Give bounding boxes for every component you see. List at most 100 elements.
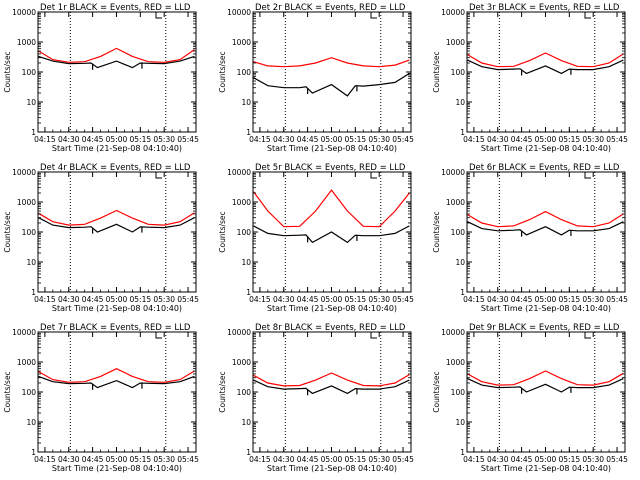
y-tick-label: 10000 bbox=[227, 328, 251, 337]
y-tick-label: 10 bbox=[241, 258, 251, 267]
x-tick-label: 05:30 bbox=[153, 295, 175, 304]
panel-title: Det 6r BLACK = Events, RED = LLD bbox=[469, 163, 620, 173]
y-tick-label: 10000 bbox=[12, 168, 36, 177]
corner-marker bbox=[370, 12, 377, 19]
x-tick-label: 04:15 bbox=[463, 295, 485, 304]
x-tick-label: 05:30 bbox=[368, 455, 390, 464]
y-tick-label: 100 bbox=[22, 68, 37, 77]
series-red-line bbox=[467, 210, 624, 228]
x-tick-label: 04:15 bbox=[463, 455, 485, 464]
x-tick-label: 05:15 bbox=[345, 455, 367, 464]
x-tick-label: 05:00 bbox=[535, 295, 557, 304]
y-tick-label: 10 bbox=[26, 418, 36, 427]
corner-marker bbox=[584, 332, 591, 339]
series-black-line bbox=[467, 59, 624, 75]
y-tick-label: 1 bbox=[31, 128, 36, 137]
y-tick-label: 100 bbox=[237, 388, 252, 397]
y-axis-label: Counts/sec bbox=[3, 51, 12, 92]
plot-frame bbox=[252, 11, 412, 133]
plot-frame bbox=[466, 331, 626, 453]
series-black-line bbox=[38, 217, 195, 233]
panel-det-2: Det 2r BLACK = Events, RED = LLD 1 10 100 10… bbox=[218, 3, 414, 153]
y-tick-label: 1 bbox=[460, 288, 465, 297]
y-tick-label: 1000 bbox=[17, 358, 36, 367]
x-tick-label: 05:15 bbox=[345, 295, 367, 304]
x-tick-label: 05:45 bbox=[606, 135, 628, 144]
y-tick-label: 100 bbox=[22, 388, 37, 397]
x-tick-label: 04:30 bbox=[273, 295, 295, 304]
series-red-line bbox=[467, 52, 624, 68]
series-black-line bbox=[467, 378, 624, 393]
corner-marker bbox=[370, 332, 377, 339]
series-red-line bbox=[253, 57, 410, 68]
x-tick-label: 04:30 bbox=[487, 455, 509, 464]
x-axis-label: Start Time (21-Sep-08 04:10:40) bbox=[481, 144, 611, 153]
x-tick-label: 05:45 bbox=[392, 455, 414, 464]
series-red-line bbox=[467, 370, 624, 386]
y-axis-label: Counts/sec bbox=[218, 211, 227, 252]
panel-title: Det 1r BLACK = Events, RED = LLD bbox=[40, 3, 191, 13]
panel-det-5: Det 5r BLACK = Events, RED = LLD 1 10 100 10… bbox=[218, 163, 414, 313]
corner-marker bbox=[370, 172, 377, 179]
y-tick-label: 10000 bbox=[441, 328, 465, 337]
series-red-line bbox=[38, 47, 195, 63]
x-tick-label: 05:00 bbox=[106, 455, 128, 464]
y-axis-label: Counts/sec bbox=[3, 211, 12, 252]
x-axis-label: Start Time (21-Sep-08 04:10:40) bbox=[267, 144, 397, 153]
panel-det-1: Det 1r BLACK = Events, RED = LLD 1 10 100 10… bbox=[3, 3, 199, 153]
y-tick-label: 1000 bbox=[17, 38, 36, 47]
y-tick-label: 10000 bbox=[227, 8, 251, 17]
plot-frame bbox=[466, 11, 626, 133]
y-tick-label: 1000 bbox=[446, 198, 465, 207]
y-tick-label: 1 bbox=[246, 288, 251, 297]
series-red-line bbox=[38, 368, 195, 383]
y-tick-label: 100 bbox=[451, 68, 466, 77]
x-tick-label: 05:00 bbox=[535, 455, 557, 464]
x-tick-label: 04:15 bbox=[249, 455, 271, 464]
y-tick-label: 1 bbox=[246, 128, 251, 137]
x-tick-label: 04:15 bbox=[34, 135, 56, 144]
plot-frame bbox=[466, 171, 626, 293]
plot-frame bbox=[252, 331, 412, 453]
x-tick-label: 05:45 bbox=[177, 455, 199, 464]
x-tick-label: 05:15 bbox=[559, 295, 581, 304]
x-tick-label: 05:30 bbox=[153, 135, 175, 144]
x-tick-label: 05:15 bbox=[559, 455, 581, 464]
series-black-line bbox=[253, 379, 410, 395]
y-tick-label: 1000 bbox=[232, 198, 251, 207]
y-tick-label: 10 bbox=[455, 418, 465, 427]
x-tick-label: 04:45 bbox=[297, 135, 319, 144]
x-axis-label: Start Time (21-Sep-08 04:10:40) bbox=[52, 304, 182, 313]
x-tick-label: 04:45 bbox=[82, 455, 104, 464]
panel-title: Det 3r BLACK = Events, RED = LLD bbox=[469, 3, 620, 13]
series-black-line bbox=[467, 221, 624, 236]
x-tick-label: 05:00 bbox=[321, 455, 343, 464]
x-tick-label: 05:30 bbox=[368, 295, 390, 304]
x-axis-label: Start Time (21-Sep-08 04:10:40) bbox=[481, 464, 611, 473]
y-axis-label: Counts/sec bbox=[432, 51, 441, 92]
x-tick-label: 05:30 bbox=[153, 455, 175, 464]
x-tick-label: 04:30 bbox=[273, 135, 295, 144]
x-tick-label: 05:00 bbox=[321, 295, 343, 304]
y-tick-label: 10000 bbox=[227, 168, 251, 177]
panel-title: Det 9r BLACK = Events, RED = LLD bbox=[469, 323, 620, 333]
x-tick-label: 05:45 bbox=[177, 295, 199, 304]
y-tick-label: 1000 bbox=[446, 358, 465, 367]
y-tick-label: 1 bbox=[246, 448, 251, 457]
panel-det-7: Det 7r BLACK = Events, RED = LLD 1 10 100 10… bbox=[3, 323, 199, 473]
x-tick-label: 05:15 bbox=[345, 135, 367, 144]
x-tick-label: 04:45 bbox=[511, 135, 533, 144]
x-tick-label: 05:30 bbox=[368, 135, 390, 144]
x-tick-label: 04:15 bbox=[34, 295, 56, 304]
x-tick-label: 05:00 bbox=[106, 135, 128, 144]
panel-det-4: Det 4r BLACK = Events, RED = LLD 1 10 100 10… bbox=[3, 163, 199, 313]
y-tick-label: 100 bbox=[451, 228, 466, 237]
panel-det-3: Det 3r BLACK = Events, RED = LLD 1 10 100 10… bbox=[432, 3, 628, 153]
y-axis-label: Counts/sec bbox=[3, 371, 12, 412]
y-tick-label: 100 bbox=[237, 228, 252, 237]
series-black-line bbox=[253, 72, 410, 97]
x-tick-label: 04:15 bbox=[249, 295, 271, 304]
x-tick-label: 05:15 bbox=[130, 455, 152, 464]
y-tick-label: 1 bbox=[460, 448, 465, 457]
series-red-line bbox=[253, 189, 410, 228]
